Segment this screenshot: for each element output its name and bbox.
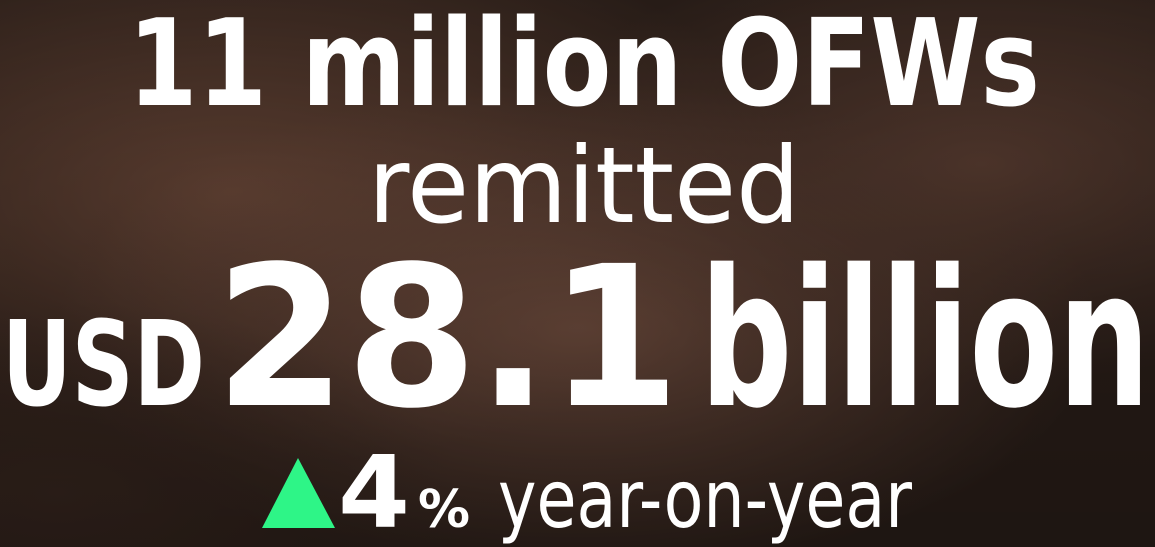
change-value: 4 [338, 434, 410, 547]
headline: 11 million OFWs [128, 0, 1040, 134]
page: 11 million OFWs remitted USD 28.1 billio… [0, 0, 1155, 547]
change-unit: % [418, 480, 470, 540]
amount: 28.1 [215, 224, 680, 451]
amount-unit: billion [700, 229, 1150, 450]
currency: USD [2, 295, 205, 433]
infographic: 11 million OFWs remitted USD 28.1 billio… [0, 0, 1155, 547]
change-text: year-on-year [498, 453, 912, 546]
